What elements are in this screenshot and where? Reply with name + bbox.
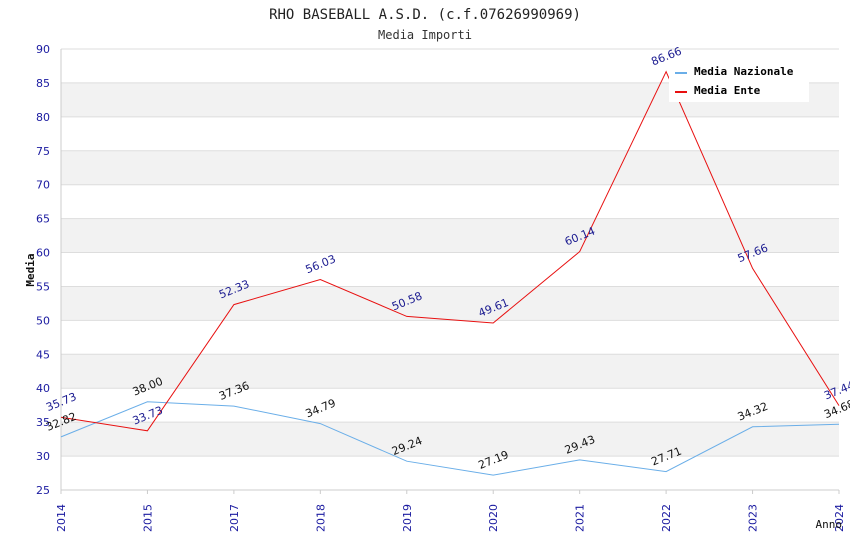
y-tick-label: 30 <box>36 450 50 463</box>
y-tick-label: 40 <box>36 382 50 395</box>
data-label: 34.32 <box>736 400 770 424</box>
y-tick-label: 65 <box>36 213 50 226</box>
y-tick-label: 60 <box>36 247 50 260</box>
grid-band <box>61 354 839 389</box>
y-tick-label: 90 <box>36 43 50 56</box>
x-tick-label: 2021 <box>574 504 587 532</box>
x-tick-label: 2015 <box>141 504 154 532</box>
y-tick-labels: 25 30 35 40 45 50 55 60 65 70 75 80 85 90 <box>36 43 50 497</box>
grid-band <box>61 150 839 185</box>
legend-label-media-nazionale: Media Nazionale <box>694 65 794 78</box>
y-tick-label: 85 <box>36 77 50 90</box>
y-tick-label: 35 <box>36 416 50 429</box>
legend: Media Nazionale Media Ente <box>669 60 809 102</box>
grid-band <box>61 218 839 253</box>
x-tick-label: 2024 <box>833 504 846 532</box>
y-tick-label: 55 <box>36 280 50 293</box>
series-line-media-ente <box>60 70 840 432</box>
legend-label-media-ente: Media Ente <box>694 84 761 97</box>
y-tick-label: 25 <box>36 484 50 497</box>
y-tick-label: 45 <box>36 348 50 361</box>
x-tick-label: 2017 <box>228 504 241 532</box>
x-tick-label: 2019 <box>401 504 414 532</box>
y-tick-label: 50 <box>36 314 50 327</box>
x-tick-label: 2023 <box>747 504 760 532</box>
x-tick-label: 2020 <box>487 504 500 532</box>
y-tick-label: 70 <box>36 179 50 192</box>
x-tick-labels: 2014 2015 2017 2018 2019 2020 2021 2022 2023 2024 <box>55 490 846 532</box>
chart-title: RHO BASEBALL A.S.D. (c.f.07626990969) <box>269 7 581 23</box>
series-lines <box>60 70 840 476</box>
grid-band <box>61 422 839 457</box>
plot-background-bands <box>61 82 839 457</box>
chart-subtitle: Media Importi <box>378 28 472 42</box>
y-axis-label: Media <box>24 253 37 286</box>
data-label: 56.03 <box>304 252 338 276</box>
x-tick-label: 2018 <box>314 504 327 532</box>
data-label: 34.79 <box>304 397 338 421</box>
x-axis-label: Anno <box>816 518 843 531</box>
series-line-media-nazionale <box>60 401 840 476</box>
grid-band <box>61 286 839 321</box>
y-tick-label: 80 <box>36 111 50 124</box>
y-tick-label: 75 <box>36 145 50 158</box>
legend-box <box>669 60 809 102</box>
x-tick-label: 2022 <box>660 504 673 532</box>
grid-lines <box>61 48 839 491</box>
x-tick-label: 2014 <box>55 504 68 532</box>
